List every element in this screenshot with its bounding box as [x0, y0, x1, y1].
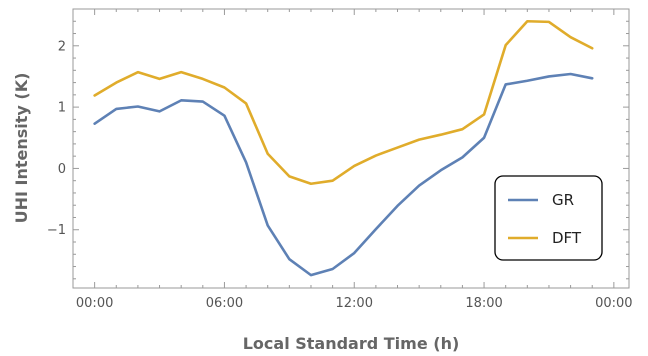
- plot-frame: [72, 8, 630, 289]
- y-tick-label: −1: [47, 223, 66, 238]
- y-tick-label: 2: [58, 39, 66, 54]
- y-axis-title: UHI Intensity (K): [12, 73, 31, 224]
- series-line-gr: [93, 72, 594, 277]
- x-axis-title: Local Standard Time (h): [243, 334, 460, 353]
- x-tick-label: 06:00: [206, 296, 243, 311]
- y-tick-label: 1: [58, 101, 66, 116]
- series-line-dft: [93, 19, 594, 186]
- axis-ticks: 00:00 06:00 12:00 18:00 00:00 −1 0 1 2: [47, 9, 633, 311]
- x-tick-label: 00:00: [595, 296, 632, 311]
- series-lines: [93, 19, 594, 277]
- legend: GR DFT: [494, 175, 603, 261]
- legend-label-dft: DFT: [552, 229, 582, 247]
- x-tick-label: 12:00: [336, 296, 373, 311]
- legend-box: [494, 175, 603, 261]
- x-tick-label: 00:00: [76, 296, 113, 311]
- x-tick-label: 18:00: [465, 296, 502, 311]
- y-tick-label: 0: [58, 162, 66, 177]
- legend-label-gr: GR: [552, 191, 574, 209]
